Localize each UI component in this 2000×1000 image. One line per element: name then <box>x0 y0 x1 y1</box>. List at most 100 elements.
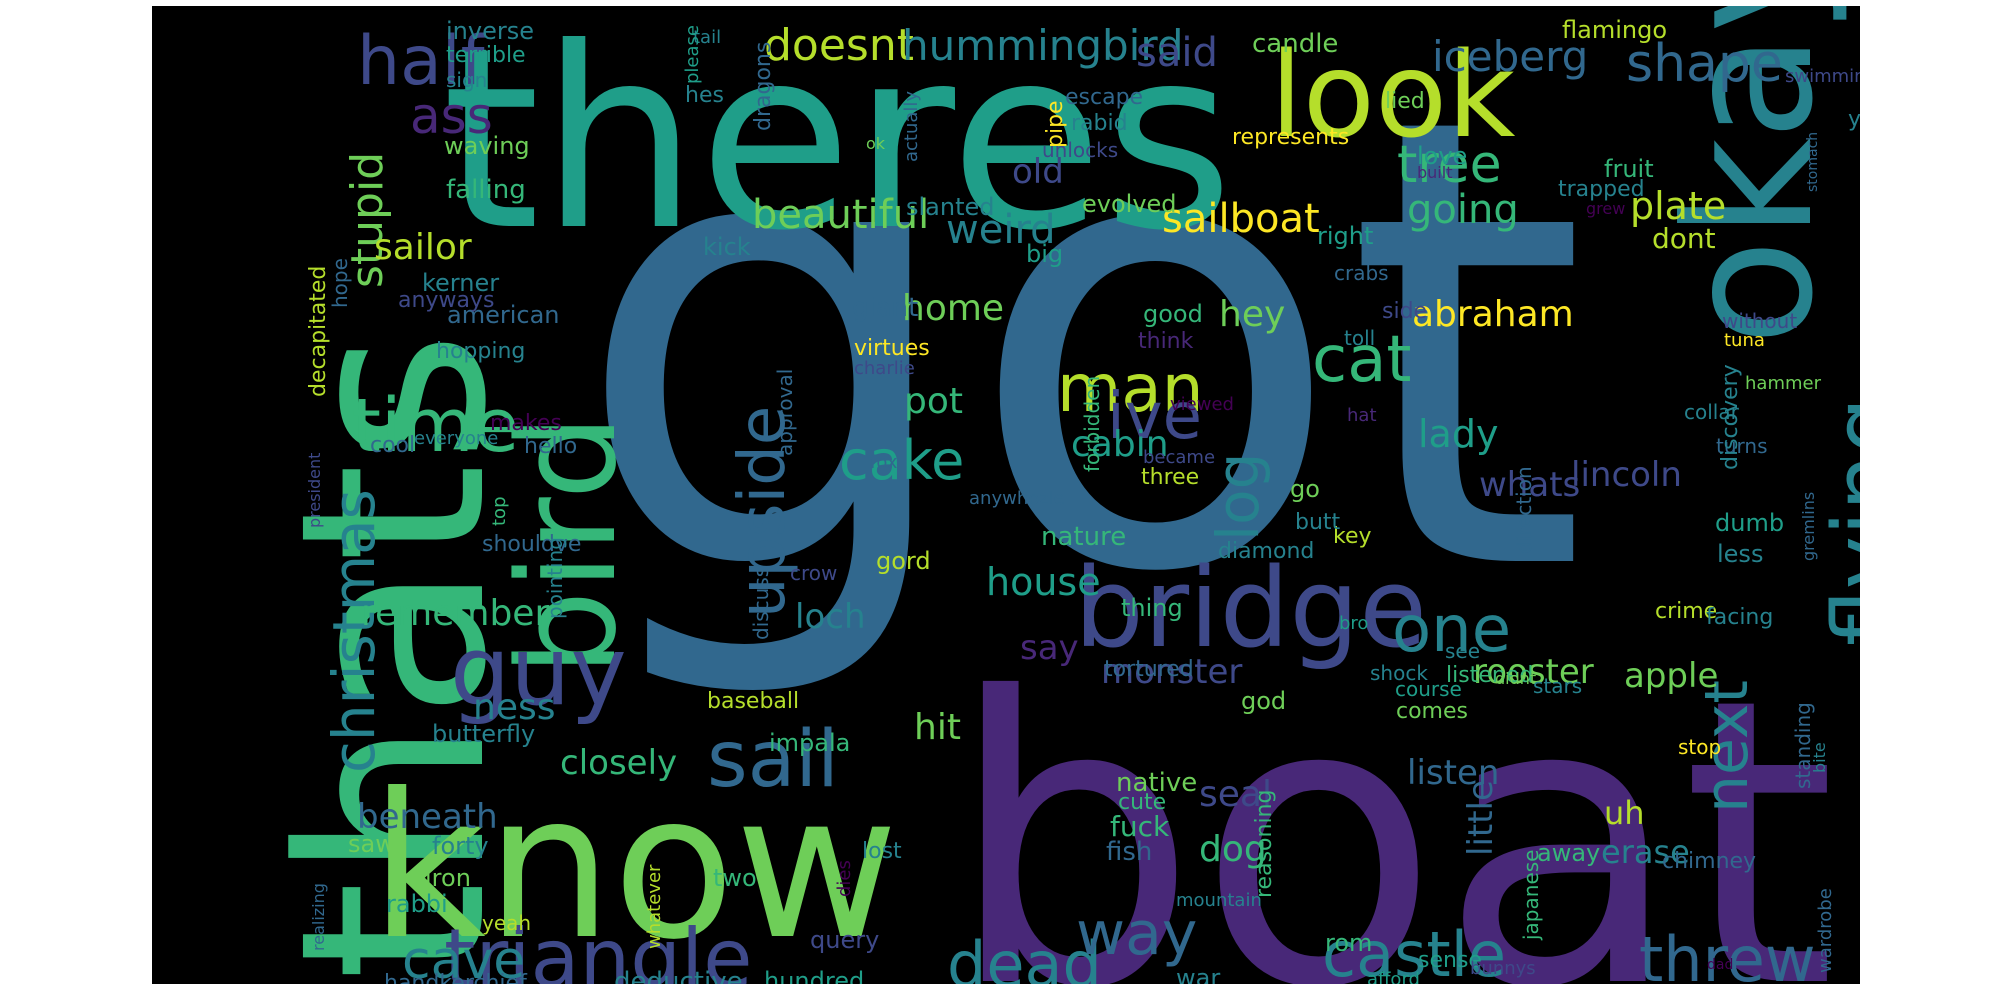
word-rabbi: rabbi <box>386 890 448 918</box>
word-ass: ass <box>410 87 493 145</box>
word-wardrobe: wardrobe <box>1815 888 1836 973</box>
word-thats: thats <box>246 330 543 981</box>
word-iron: iron <box>425 864 471 892</box>
word-cat: cat <box>1312 323 1412 397</box>
word-unlocks: unlocks <box>1042 138 1118 162</box>
word-fruit: fruit <box>1604 155 1654 183</box>
word-okay: okay <box>1649 6 1852 346</box>
word-tail: tail <box>693 27 721 48</box>
word-direction: direction <box>1512 466 1536 554</box>
word-dog: dog <box>1199 829 1267 870</box>
word-collar: collar <box>1684 400 1740 424</box>
word-think: think <box>1138 329 1194 354</box>
word-forbidden: forbidden <box>1080 376 1104 472</box>
word-two: two <box>713 864 757 892</box>
word-whats: whats <box>1479 465 1580 505</box>
word-lost: lost <box>862 839 902 864</box>
word-shouldve: shouldve <box>482 532 581 557</box>
word-rooster: rooster <box>1473 652 1594 692</box>
word-inverse: inverse <box>446 17 534 45</box>
word-cloud: got boat theres thats know okay bird look bridge… <box>152 6 1860 984</box>
word-slanted: slanted <box>906 193 995 221</box>
word-toll: toll <box>1344 326 1375 350</box>
word-threw: threw <box>1639 923 1816 984</box>
word-hit: hit <box>914 707 961 748</box>
word-kick: kick <box>703 233 751 261</box>
word-monster: monster <box>1101 652 1242 692</box>
word-saw: saw <box>348 830 395 858</box>
word-key: key <box>1333 524 1372 549</box>
word-ok: ok <box>866 134 886 153</box>
word-sail: sail <box>707 715 839 805</box>
word-abraham: abraham <box>1412 294 1574 335</box>
word-crabs: crabs <box>1334 261 1389 285</box>
word-stop: stop <box>1678 735 1721 759</box>
word-top: top <box>489 497 510 527</box>
word-query: query <box>810 926 879 954</box>
word-one: one <box>1392 593 1511 667</box>
word-hope: hope <box>328 258 352 308</box>
word-yeah: yeah <box>482 911 531 935</box>
word-pointing: pointing <box>543 537 567 619</box>
word-realizing: realizing <box>309 883 328 951</box>
word-built: built <box>1417 163 1452 182</box>
word-falling: falling <box>446 175 526 205</box>
word-virtues: virtues <box>854 336 930 361</box>
word-doesnt: doesnt <box>764 20 914 71</box>
word-old: old <box>1012 152 1064 192</box>
word-tuna: tuna <box>1724 330 1765 351</box>
word-pot: pot <box>904 381 963 422</box>
word-became: became <box>1143 447 1215 468</box>
word-house: house <box>986 560 1101 604</box>
word-log: log <box>1204 453 1272 541</box>
word-cake: cake <box>839 429 964 492</box>
word-hundred: hundred <box>764 967 864 984</box>
word-beneath: beneath <box>357 797 498 837</box>
word-anywhozle: anywhozle <box>969 488 1065 509</box>
word-giant: giant <box>852 293 918 323</box>
word-said: said <box>1136 30 1218 76</box>
word-hopping: hopping <box>436 339 525 364</box>
word-cute: cute <box>1118 790 1166 815</box>
word-dies: dies <box>834 860 855 897</box>
word-hummingbird: hummingbird <box>902 21 1184 70</box>
word-hat: hat <box>1347 405 1377 426</box>
word-hammer: hammer <box>1745 373 1822 394</box>
word-bridge: bridge <box>1074 544 1427 672</box>
word-bro: bro <box>1339 613 1368 634</box>
word-next: next <box>1692 680 1762 813</box>
word-tortured: tortured <box>1104 657 1194 682</box>
word-listen: listen <box>1407 753 1499 793</box>
word-makes: makes <box>490 411 562 436</box>
word-thing: thing <box>1121 594 1183 622</box>
word-sign: sign <box>446 68 487 92</box>
word-hes: hes <box>685 83 724 108</box>
word-dumb: dumb <box>1715 509 1784 537</box>
word-god: god <box>1241 687 1286 715</box>
word-closely: closely <box>560 743 677 783</box>
word-course: course <box>1395 677 1462 701</box>
word-lady: lady <box>1418 412 1498 456</box>
word-handkerchief: handkerchief <box>384 971 528 984</box>
word-got: got <box>572 6 1588 708</box>
word-american: american <box>447 301 560 329</box>
word-mountain: mountain <box>1176 890 1262 911</box>
word-erase: erase <box>1601 833 1690 871</box>
word-flying: flying <box>1814 397 1860 646</box>
word-weird: weird <box>946 207 1056 253</box>
word-decapitated: decapitated <box>306 266 331 397</box>
word-cave: cave <box>402 931 525 984</box>
word-hello: hello <box>524 434 577 459</box>
word-impala: impala <box>769 729 850 757</box>
word-half: half <box>357 22 487 101</box>
word-approval: approval <box>773 369 797 456</box>
word-rom: rom <box>1325 929 1372 957</box>
word-butterfly: butterfly <box>432 720 535 748</box>
word-dead: dead <box>947 928 1102 984</box>
word-upside: upside <box>726 406 800 618</box>
word-stupid: stupid <box>342 152 393 288</box>
word-rabid: rabid <box>1071 111 1128 136</box>
word-three: three <box>1141 465 1199 490</box>
word-actually: actually <box>901 91 922 162</box>
